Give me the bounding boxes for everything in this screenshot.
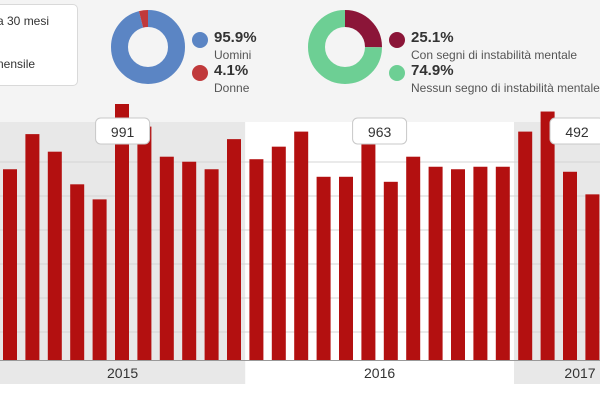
info-box: a 30 mesi nensile	[0, 4, 78, 86]
bar-month-27[interactable]	[585, 194, 600, 360]
bar-month-6[interactable]	[115, 104, 129, 360]
year-total-2016: 963	[368, 124, 392, 140]
legend-pct-women: 4.1%	[214, 62, 249, 79]
bar-month-13[interactable]	[271, 146, 286, 360]
bar-month-24[interactable]	[518, 131, 533, 360]
bar-month-21[interactable]	[451, 169, 465, 360]
mental-slice-1	[308, 10, 382, 84]
bar-month-16[interactable]	[339, 176, 353, 360]
bar-month-17[interactable]	[361, 131, 376, 360]
year-label-2015: 2015	[107, 365, 138, 381]
bar-month-20[interactable]	[428, 166, 443, 360]
legend-dot-women	[192, 65, 208, 81]
year-labels: 991 2015 963 2016 492 2017	[95, 117, 600, 381]
legend-dot-instability	[389, 32, 405, 48]
year-total-box-2015	[95, 117, 151, 145]
legend-item-instability: 25.1% Con segni di instabilità mentale	[389, 29, 600, 65]
bar-month-12[interactable]	[249, 159, 264, 360]
legend-label-no-instability: Nessun segno di instabilità mentale	[411, 81, 600, 95]
bar-month-9[interactable]	[182, 161, 197, 360]
bar-month-8[interactable]	[159, 156, 174, 360]
gender-slice-0	[111, 10, 185, 84]
bar-month-1[interactable]	[3, 169, 17, 360]
legend-label-men: Uomini	[214, 48, 252, 62]
bar-month-2[interactable]	[25, 134, 40, 360]
bar-month-26[interactable]	[563, 171, 577, 360]
year-axis-band-2015	[0, 360, 246, 384]
legend-label-women: Donne	[214, 81, 250, 95]
info-box-text-1: a 30 mesi	[0, 14, 50, 28]
info-box-text-2: nensile	[0, 57, 36, 71]
legend-item-no-instability: 74.9% Nessun segno di instabilità mental…	[389, 62, 600, 98]
bar-month-4[interactable]	[70, 184, 85, 360]
year-total-box-2016	[352, 117, 408, 145]
summary-panel: a 30 mesi nensile 95.9% Uomini 4.1% Donn…	[0, 0, 600, 104]
mental-health-donut-chart	[308, 10, 382, 84]
year-total-2017: 492	[565, 124, 589, 140]
bar-month-18[interactable]	[383, 181, 398, 360]
bar-month-19[interactable]	[406, 156, 421, 360]
year-total-box-2017	[549, 117, 600, 145]
bar-month-14[interactable]	[294, 131, 309, 360]
bars	[3, 104, 600, 361]
year-label-2016: 2016	[364, 365, 395, 381]
legend-dot-men	[192, 32, 208, 48]
gender-slice-1	[111, 10, 185, 84]
monthly-bar-chart: 991 2015 963 2016 492 2017	[0, 104, 600, 400]
year-total-2015: 991	[111, 124, 135, 140]
bar-month-23[interactable]	[495, 166, 510, 360]
bar-month-10[interactable]	[204, 169, 219, 360]
legend-dot-no-instability	[389, 65, 405, 81]
year-label-2017: 2017	[564, 365, 595, 381]
bar-month-15[interactable]	[316, 176, 331, 360]
legend-pct-instability: 25.1%	[411, 29, 454, 46]
year-axis-band-2017	[514, 360, 600, 384]
bar-month-25[interactable]	[540, 111, 555, 360]
bar-month-3[interactable]	[47, 151, 62, 360]
gender-donut-chart	[111, 10, 185, 84]
bar-month-11[interactable]	[227, 139, 241, 360]
bar-month-7[interactable]	[137, 126, 152, 361]
legend-label-instability: Con segni di instabilità mentale	[411, 48, 578, 62]
legend-pct-men: 95.9%	[214, 29, 257, 46]
bar-month-5[interactable]	[92, 199, 107, 360]
legend-pct-no-instability: 74.9%	[411, 62, 454, 79]
bar-month-22[interactable]	[473, 166, 488, 360]
